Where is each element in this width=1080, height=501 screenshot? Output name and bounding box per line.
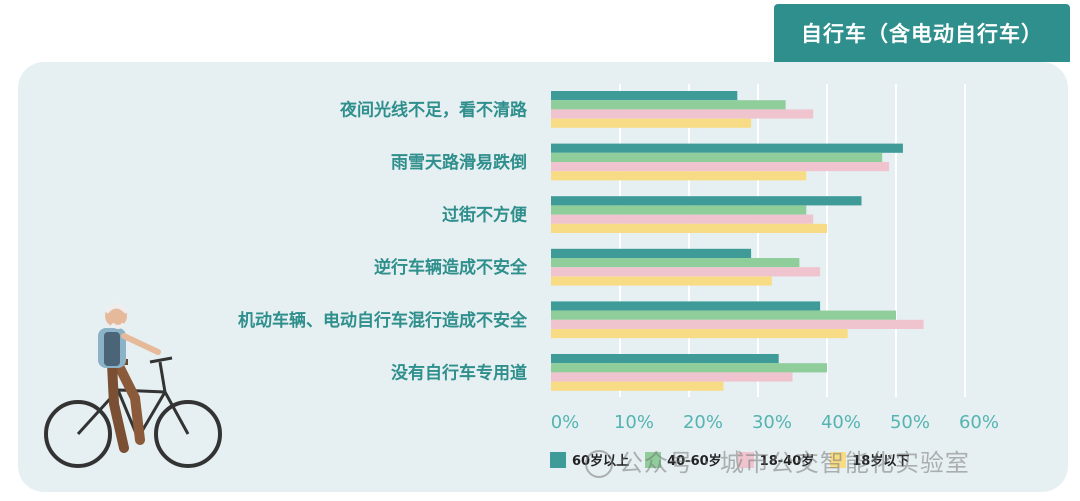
category-label: 机动车辆、电动自行车混行造成不安全	[238, 310, 528, 331]
bar	[551, 319, 924, 329]
x-tick-label: 60%	[959, 412, 999, 433]
chart-title: 自行车（含电动自行车）	[774, 4, 1070, 62]
legend-label: 40-60岁	[667, 454, 722, 469]
x-tick-label: 40%	[821, 412, 861, 433]
bar	[551, 267, 821, 277]
legend-swatch	[737, 451, 754, 468]
bar	[551, 196, 862, 206]
category-label: 雨雪天路滑易跌倒	[391, 152, 527, 173]
x-tick-label: 0%	[551, 412, 580, 433]
bar	[551, 310, 896, 320]
legend-item: 18-40岁	[737, 450, 815, 469]
bar	[551, 214, 814, 224]
x-tick-label: 30%	[752, 412, 792, 433]
legend-label: 60岁以上	[572, 454, 630, 469]
legend-label: 18-40岁	[759, 454, 815, 469]
bar	[551, 354, 779, 364]
bar	[551, 118, 752, 128]
bar	[551, 100, 786, 110]
bar	[551, 276, 772, 286]
bar	[551, 329, 848, 339]
bar	[551, 162, 890, 172]
legend-swatch	[645, 451, 662, 468]
x-tick-label: 50%	[890, 412, 930, 433]
bar	[551, 223, 827, 233]
legend-swatch	[550, 451, 566, 468]
category-label: 夜间光线不足，看不清路	[339, 99, 528, 120]
chart-panel	[18, 62, 1068, 492]
bar	[551, 109, 814, 119]
elderly-cyclist-illustration	[44, 303, 222, 468]
bar	[551, 171, 807, 181]
bar	[551, 248, 752, 258]
category-label: 过街不方便	[442, 205, 528, 226]
bar	[551, 363, 827, 373]
x-tick-label: 10%	[614, 412, 654, 433]
category-label: 没有自行车专用道	[391, 362, 527, 383]
category-label: 逆行车辆造成不安全	[374, 257, 528, 278]
legend: 60岁以上 40-60岁 18-40岁 18岁以下	[550, 450, 909, 469]
legend-item: 60岁以上	[550, 450, 629, 469]
bar	[551, 205, 807, 215]
x-tick-label: 20%	[683, 412, 723, 433]
legend-item: 40-60岁	[645, 450, 722, 469]
legend-swatch	[830, 451, 847, 468]
legend-item: 18岁以下	[830, 450, 909, 469]
bar	[551, 301, 821, 311]
bar	[551, 91, 738, 101]
bar	[551, 143, 903, 153]
bar	[551, 258, 800, 268]
bar	[551, 372, 793, 382]
bar	[551, 381, 724, 391]
bar	[551, 152, 883, 162]
legend-label: 18岁以下	[852, 454, 910, 469]
